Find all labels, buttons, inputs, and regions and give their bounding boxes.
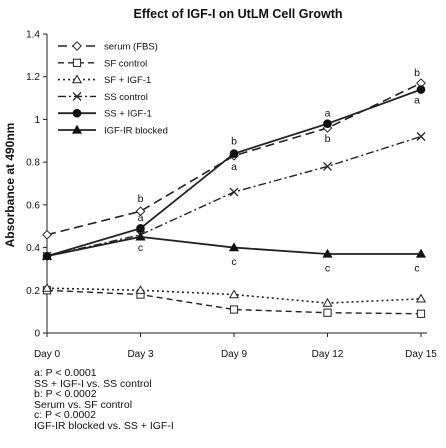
x-marker-stroke [416, 132, 426, 141]
significance-letter: a [325, 108, 331, 120]
data-point [416, 132, 426, 141]
legend-item: SF + IGF-1 [58, 74, 151, 86]
legend-label: SF control [104, 58, 147, 69]
series-igf-ir-blocked [41, 231, 427, 260]
legend-swatch-marker [72, 108, 82, 118]
data-point [229, 187, 239, 197]
data-point [323, 161, 332, 171]
y-tick-label: 0 [34, 329, 40, 340]
legend-label: serum (FBS) [104, 42, 158, 53]
data-point [41, 250, 53, 260]
x-marker-stroke [323, 161, 332, 171]
data-point [323, 308, 332, 317]
footnote-line: c: P < 0.0002 [34, 409, 96, 422]
y-tick-label: 0.4 [26, 243, 40, 254]
data-point [228, 289, 240, 299]
footnote-line: b: P < 0.0002 [34, 388, 97, 401]
data-point [416, 309, 426, 318]
legend-swatch-marker [72, 91, 82, 101]
data-point [415, 293, 427, 303]
significance-letter: c [414, 262, 419, 274]
data-point [416, 85, 426, 94]
x-tick-label: Day 3 [127, 349, 154, 360]
y-tick-label: 0.8 [26, 158, 40, 169]
series-line [46, 289, 422, 315]
legend-label: IGF-IR blocked [104, 126, 168, 137]
data-point [322, 248, 333, 258]
significance-letter: b [138, 193, 144, 205]
y-tick-label: 1.2 [26, 72, 40, 83]
significance-letter: a [414, 95, 420, 107]
footnote-line: SS + IGF-I vs. SS control [34, 377, 152, 390]
legend-item: serum (FBS) [58, 41, 158, 53]
x-marker-stroke [72, 91, 82, 101]
x-tick-label: Day 15 [405, 349, 437, 360]
legend-swatch-marker [71, 124, 83, 134]
data-point [323, 119, 332, 128]
data-point [41, 282, 53, 292]
data-point [229, 305, 239, 314]
y-tick-label: 0.2 [26, 286, 40, 297]
series-serum-fbs [42, 78, 426, 240]
chart-title: Effect of IGF-I on UtLM Cell Growth [133, 7, 342, 21]
legend-label: SS control [104, 92, 148, 103]
legend-swatch-marker [72, 41, 82, 51]
significance-letter: c [325, 262, 330, 274]
legend-item: SF control [58, 58, 147, 69]
legend-swatch-marker [71, 74, 83, 84]
significance-letter: b [325, 133, 331, 145]
data-point [136, 224, 145, 233]
y-tick-label: 1.4 [26, 30, 40, 41]
legend-swatch-marker [72, 58, 82, 67]
significance-letter: c [138, 242, 143, 254]
data-point [229, 149, 239, 158]
data-point [135, 285, 146, 294]
x-tick-label: Day 9 [221, 349, 248, 360]
y-tick-label: 1 [34, 115, 40, 126]
data-point [415, 248, 427, 258]
significance-letter: a [231, 161, 237, 173]
y-axis-label: Absorbance at 490nm [3, 123, 17, 248]
significance-letter: c [231, 256, 236, 268]
significance-letter: a [138, 212, 144, 224]
legend-label: SS + IGF-1 [104, 109, 152, 120]
footnote-line: a: P < 0.0001 [34, 367, 97, 379]
data-point [42, 229, 52, 240]
footnote-line: IGF-IR blocked vs. SS + IGF-I [34, 419, 174, 432]
data-point [135, 206, 146, 217]
x-tick-label: Day 12 [312, 349, 344, 360]
data-point [135, 231, 146, 241]
x-marker-stroke [229, 187, 239, 197]
legend-item: SS + IGF-1 [58, 109, 152, 120]
footnote-line: Serum vs. SF control [34, 398, 133, 411]
data-point [322, 297, 333, 307]
significance-letter: b [414, 67, 420, 79]
legend-item: IGF-IR blocked [58, 124, 168, 137]
footnotes: a: P < 0.0001 SS + IGF-I vs. SS control … [34, 368, 174, 432]
legend: serum (FBS) SF control SF + IGF-1 SS contro… [58, 41, 168, 137]
legend-item: SS control [58, 92, 148, 103]
x-tick-label: Day 0 [34, 349, 61, 360]
legend-label: SF + IGF-1 [104, 75, 151, 86]
data-point [228, 242, 240, 252]
significance-letter: b [231, 135, 237, 147]
series-sf-igf-1 [41, 282, 427, 307]
y-tick-label: 0.6 [26, 200, 40, 211]
